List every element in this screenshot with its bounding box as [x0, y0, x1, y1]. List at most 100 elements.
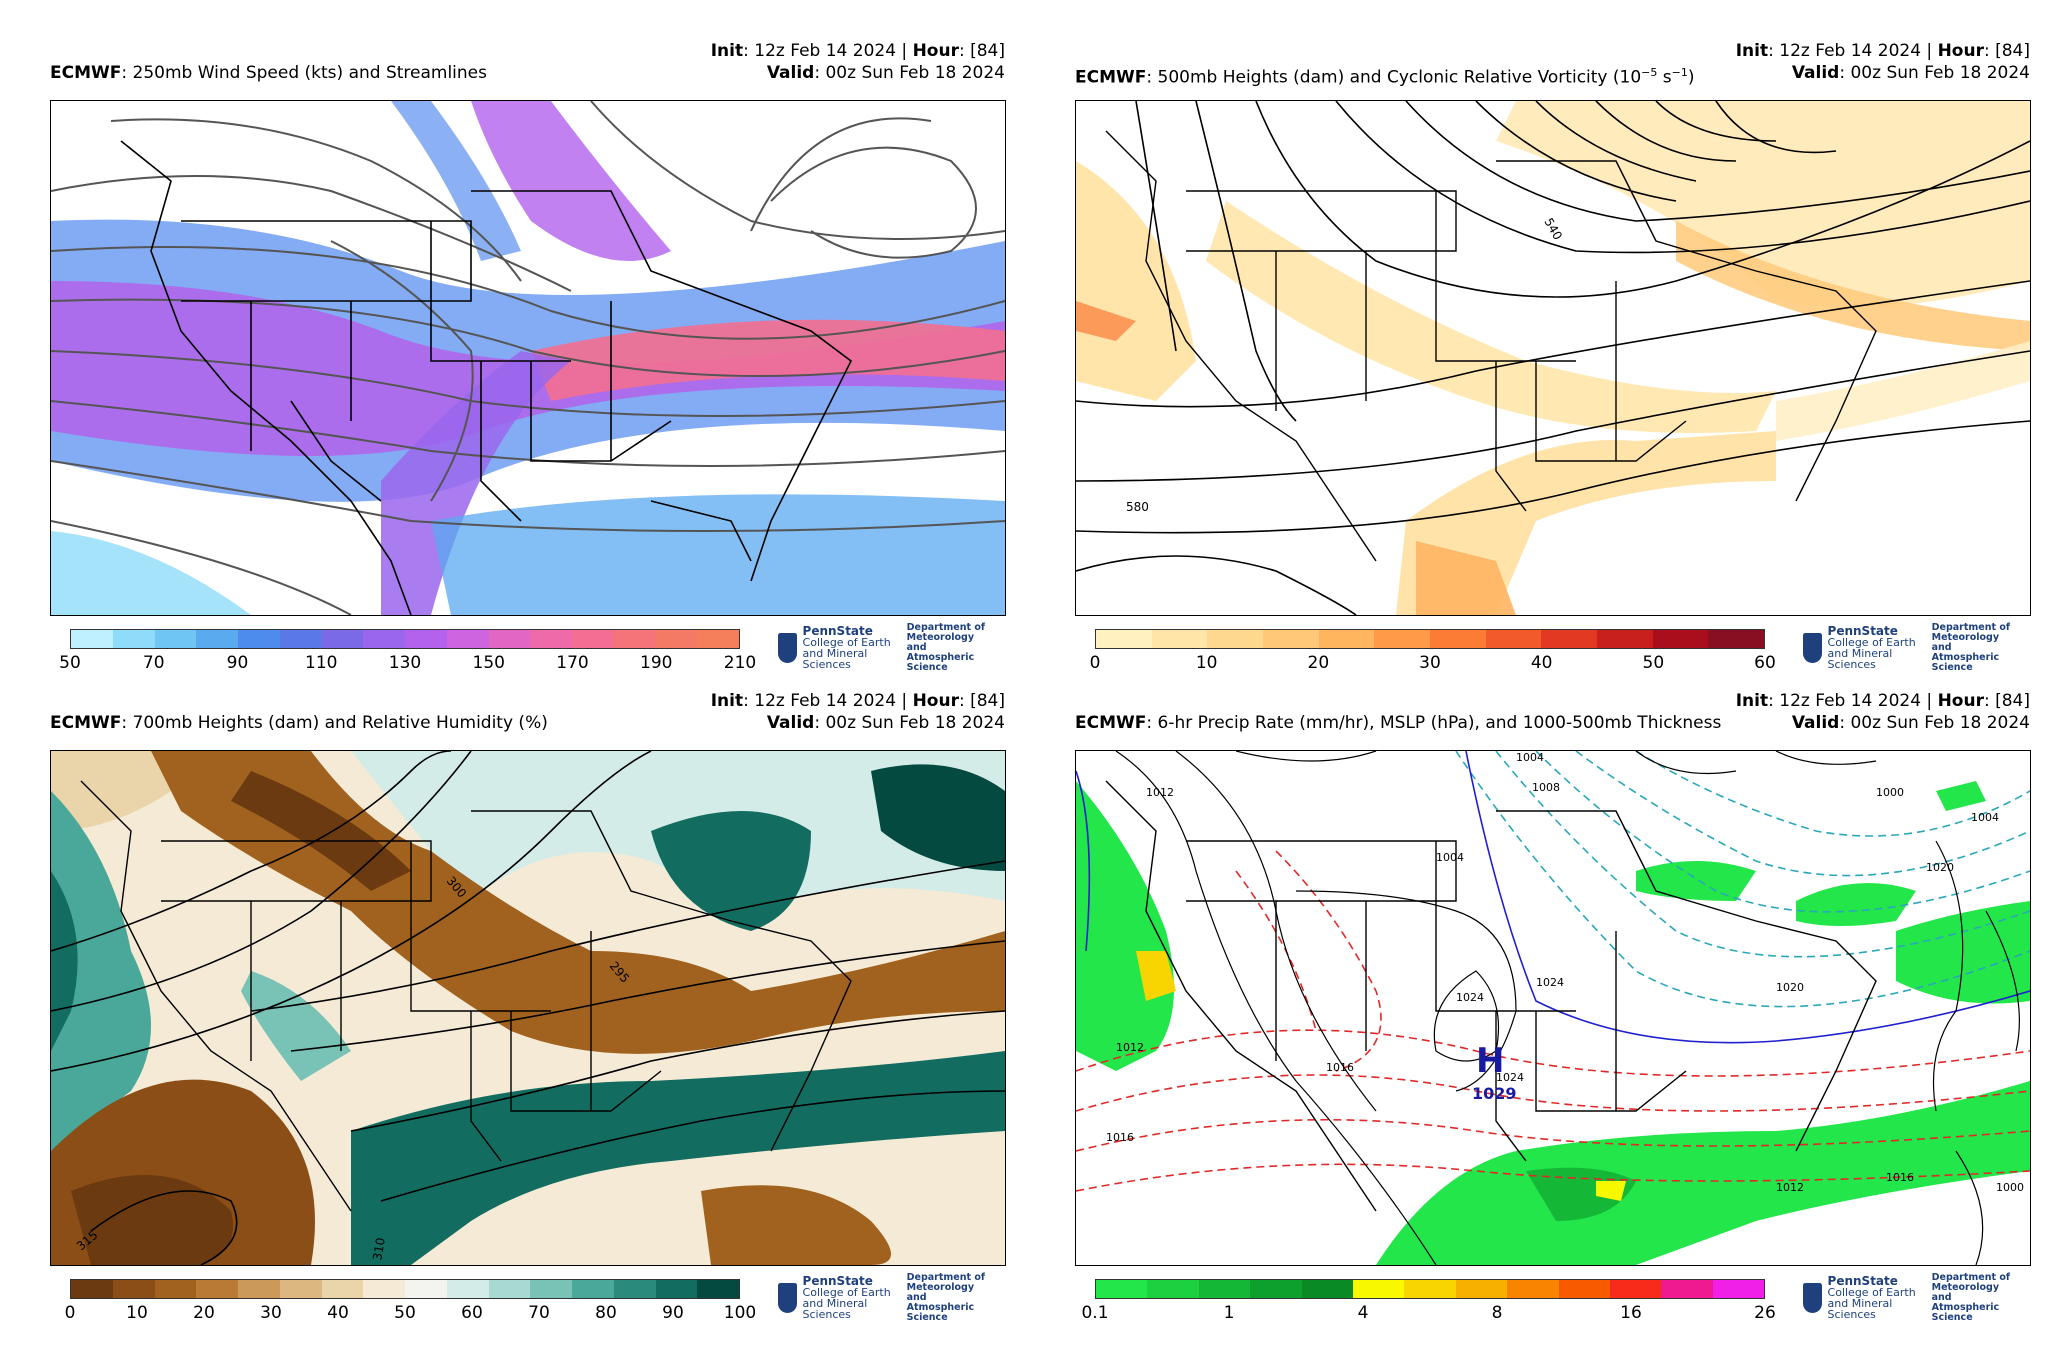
colorbar-segment: [321, 630, 364, 648]
colorbar-tick-label: 10: [1195, 653, 1218, 673]
panel-250mb-wind: Init: 12z Feb 14 2024 | Hour: [84] ECMWF…: [20, 40, 1030, 700]
colorbar-tick-label: 20: [1307, 653, 1330, 673]
nittany-lion-shield-icon: [1803, 1283, 1822, 1313]
colorbar-segment: [655, 1280, 698, 1298]
colorbar-tick-label: 8: [1491, 1303, 1503, 1323]
colorbar-ticks: 0.1 1 4 8 16 26: [1081, 1303, 1775, 1325]
colorbar-segment: [1708, 630, 1765, 648]
nittany-lion-shield-icon: [778, 633, 797, 663]
colorbar-segment: [1485, 630, 1542, 648]
colorbar-tick-label: 30: [1419, 653, 1441, 673]
mslp-contour-label: 1012: [1776, 1181, 1804, 1194]
relative-humidity-map: 300 295 315 310: [50, 750, 1006, 1266]
colorbar-segment: [572, 630, 614, 648]
colorbar-tick-label: 40: [1530, 653, 1553, 673]
colorbar-segment: [446, 630, 489, 648]
colorbar-segment: [71, 630, 113, 648]
mslp-contour-label: 1024: [1496, 1071, 1524, 1084]
colorbar-segment: [1301, 1280, 1353, 1298]
colorbar-vorticity: [1095, 629, 1765, 649]
mslp-contour-label: 1016: [1106, 1131, 1134, 1144]
mslp-contour-label: 1004: [1436, 851, 1464, 864]
colorbar-segment: [71, 1280, 113, 1298]
colorbar-tick-label: 60: [1754, 653, 1776, 673]
mslp-contour-label: 1004: [1516, 751, 1544, 764]
nittany-lion-shield-icon: [778, 1283, 797, 1313]
mslp-contour-label: 1016: [1326, 1061, 1354, 1074]
colorbar-segment: [112, 1280, 155, 1298]
colorbar-segment: [154, 1280, 197, 1298]
colorbar-segment: [112, 630, 155, 648]
colorbar-tick-label: 50: [394, 1303, 416, 1323]
colorbar-segment: [405, 1280, 447, 1298]
colorbar-segment: [1597, 630, 1653, 648]
colorbar-segment: [1318, 630, 1375, 648]
colorbar-segment: [1661, 1280, 1713, 1298]
colorbar-segment: [446, 1280, 489, 1298]
pennstate-logo: PennState College of Earth and Mineral Sci…: [778, 1273, 993, 1323]
mslp-contour-label: 1020: [1776, 981, 1804, 994]
precip-mslp-map: 1012 1004 1008 1004 1000 1004 1020 1024 1024 1016…: [1075, 750, 2031, 1266]
colorbar-tick-label: 100: [723, 1303, 757, 1323]
colorbar-tick-label: 70: [142, 653, 165, 673]
colorbar-segment: [1455, 1280, 1508, 1298]
panel-500mb-vorticity: Init: 12z Feb 14 2024 | Hour: [84] ECMWF…: [1045, 40, 2055, 700]
colorbar-segment: [572, 1280, 614, 1298]
colorbar-segment: [1250, 1280, 1302, 1298]
panel-header: Init: 12z Feb 14 2024 | Hour: [84] ECMWF…: [50, 41, 1005, 83]
colorbar-tick-label: 60: [461, 1303, 483, 1323]
colorbar-tick-label: 150: [472, 653, 505, 673]
colorbar-segment: [1404, 1280, 1456, 1298]
colorbar-relative-humidity: [70, 1279, 740, 1299]
panel-header: Init: 12z Feb 14 2024 | Hour: [84] ECMWF…: [1075, 691, 2030, 733]
mslp-contour-label: 1004: [1971, 811, 1999, 824]
colorbar-segment: [1374, 630, 1431, 648]
mslp-contour-label: 1000: [1996, 1181, 2024, 1194]
colorbar-ticks: 0 10 20 30 40 50 60 70 80 90 100: [65, 1303, 757, 1325]
mslp-contour-label: 1000: [1876, 786, 1904, 799]
contour-label: 310: [370, 1237, 388, 1262]
colorbar-tick-label: 210: [723, 653, 757, 673]
colorbar-tick-label: 0: [1089, 653, 1101, 673]
mslp-contour-label: 1012: [1146, 786, 1174, 799]
colorbar-segment: [363, 630, 405, 648]
panel-header: Init: 12z Feb 14 2024 | Hour: [84] ECMWF…: [1075, 41, 2030, 88]
mslp-contour-label: 1008: [1532, 781, 1560, 794]
colorbar-segment: [1507, 1280, 1559, 1298]
colorbar-segment: [405, 630, 447, 648]
colorbar-tick-label: 40: [327, 1303, 349, 1323]
mslp-contour-label: 1020: [1926, 861, 1954, 874]
colorbar-tick-label: 130: [388, 653, 422, 673]
panel-precip-mslp: Init: 12z Feb 14 2024 | Hour: [84] ECMWF…: [1045, 690, 2055, 1350]
colorbar-segment: [238, 1280, 280, 1298]
colorbar-segment: [1096, 630, 1152, 648]
colorbar-tick-label: 190: [640, 653, 673, 673]
colorbar-segment: [1541, 630, 1598, 648]
high-pressure-center-letter: H: [1476, 1041, 1505, 1081]
panel-header: Init: 12z Feb 14 2024 | Hour: [84] ECMWF…: [50, 691, 1005, 733]
colorbar-segment: [1207, 630, 1264, 648]
pennstate-logo: PennState College of Earth and Mineral Sci…: [1803, 623, 2018, 673]
colorbar-tick-label: 30: [260, 1303, 282, 1323]
high-pressure-center-value: 1029: [1472, 1084, 1517, 1103]
wind-speed-map: [50, 100, 1006, 616]
colorbar-tick-label: 10: [126, 1303, 148, 1323]
mslp-contour-label: 1016: [1886, 1171, 1914, 1184]
nittany-lion-shield-icon: [1803, 633, 1822, 663]
colorbar-ticks: 50 70 90 110 130 150 170 190 210: [59, 653, 756, 675]
colorbar-segment: [238, 630, 280, 648]
colorbar-segment: [613, 630, 656, 648]
colorbar-segment: [321, 1280, 364, 1298]
colorbar-tick-label: 80: [595, 1303, 617, 1323]
colorbar-segment: [488, 630, 531, 648]
mslp-contour-label: 1024: [1536, 976, 1564, 989]
colorbar-segment: [279, 1280, 322, 1298]
colorbar-segment: [697, 630, 739, 648]
colorbar-segment: [1558, 1280, 1610, 1298]
colorbar-tick-label: 90: [662, 1303, 684, 1323]
colorbar-segment: [154, 630, 197, 648]
colorbar-segment: [1147, 1280, 1199, 1298]
colorbar-tick-label: 1: [1223, 1303, 1235, 1323]
colorbar-tick-label: 90: [226, 653, 249, 673]
colorbar-ticks: 0 10 20 30 40 50 60: [1090, 653, 1776, 675]
